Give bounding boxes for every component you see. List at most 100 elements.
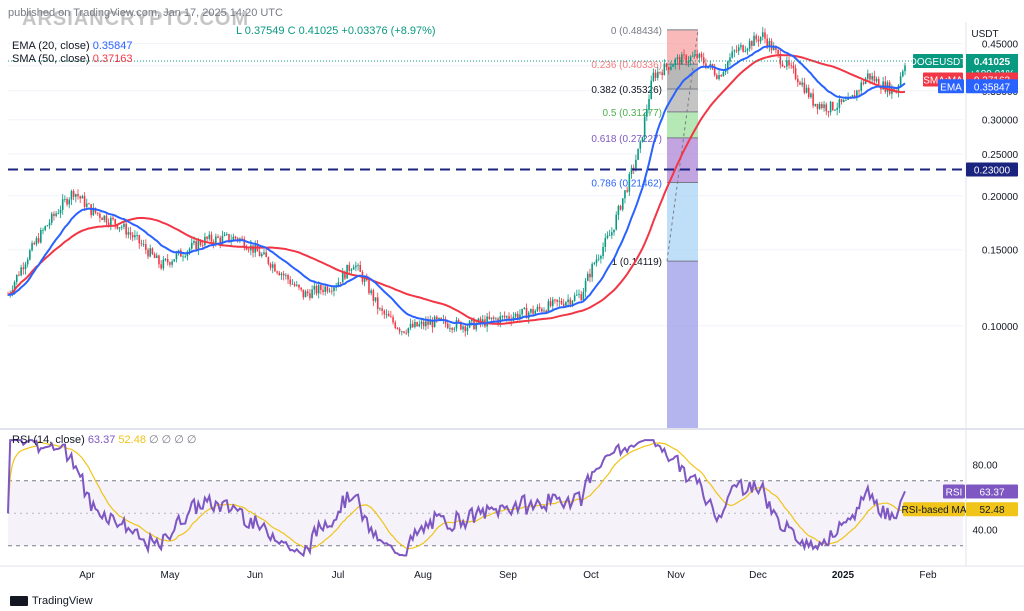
candle-body: [753, 35, 755, 46]
ema-legend[interactable]: EMA (20, close) 0.35847: [12, 40, 132, 52]
candle-body: [766, 38, 768, 47]
candle-body: [280, 273, 283, 276]
candle-body: [700, 53, 703, 58]
rsi-ma-value-tag-bg: [966, 502, 1018, 517]
candle-body: [834, 109, 836, 111]
sma-legend[interactable]: SMA (50, close) 0.37163: [12, 53, 132, 65]
symbol-tag: DOGEUSDT: [910, 57, 967, 68]
candle-body: [816, 103, 819, 109]
candle-body: [118, 227, 121, 229]
candle-body: [770, 40, 773, 51]
candle-body: [392, 317, 394, 323]
candle-body: [716, 75, 718, 79]
candle-body: [291, 283, 294, 285]
y-tick-0.15000: 0.15000: [982, 246, 1019, 257]
candle-body: [845, 99, 847, 101]
candle-body: [293, 283, 296, 286]
sma-50-line: [7, 54, 906, 325]
candle-body: [832, 101, 834, 111]
candle-body: [153, 253, 156, 258]
candle-body: [801, 82, 803, 85]
candle-body: [814, 103, 817, 106]
candle-body: [812, 93, 814, 106]
candle-body: [805, 87, 808, 93]
candle-body: [656, 71, 659, 78]
candle-body: [685, 55, 688, 63]
candle-body: [790, 65, 793, 67]
candle-body: [324, 286, 327, 292]
candle-body: [363, 278, 366, 282]
candle-body: [162, 259, 165, 269]
candle-body: [357, 264, 359, 266]
candle-body: [228, 234, 230, 242]
candle-body: [381, 308, 383, 311]
rsi-legend[interactable]: RSI (14, close) 63.37 52.48 ∅ ∅ ∅ ∅: [12, 433, 197, 446]
candle-body: [313, 285, 316, 290]
candle-body: [221, 235, 224, 243]
candle-body: [359, 264, 362, 272]
candle-body: [140, 243, 143, 245]
candle-body: [558, 300, 561, 302]
candle-body: [188, 248, 191, 252]
candle-body: [315, 285, 318, 294]
candle-body: [88, 203, 90, 205]
candle-body: [425, 321, 427, 327]
candle-body: [530, 308, 532, 313]
published-line: published on TradingView.com, Jan 17, 20…: [8, 7, 283, 19]
candle-body: [236, 238, 239, 240]
rsi-value-tag-bg: [966, 484, 1018, 499]
candle-body: [287, 275, 289, 280]
candle-body: [678, 57, 681, 65]
candle-body: [20, 267, 22, 276]
candle-body: [523, 307, 526, 309]
candle-body: [665, 63, 668, 68]
candle-body: [619, 205, 622, 210]
candle-body: [549, 301, 552, 306]
candle-body: [330, 290, 333, 292]
rsi-legend-value: 63.37: [87, 434, 116, 446]
candle-body: [309, 293, 311, 299]
candle-body: [532, 308, 534, 314]
candle-body: [696, 53, 698, 58]
x-tick-Nov: Nov: [667, 570, 685, 581]
candle-body: [584, 280, 587, 292]
candle-body: [241, 238, 243, 240]
candle-body: [136, 235, 138, 236]
candle-body: [698, 53, 701, 58]
rsi-line: [7, 439, 906, 558]
candle-body: [823, 104, 825, 108]
candle-body: [422, 321, 425, 327]
candle-body: [761, 32, 764, 37]
x-tick-Jul: Jul: [332, 570, 345, 581]
fib-label: 0.382 (0.35326): [591, 85, 662, 96]
candle-body: [197, 241, 200, 250]
candle-body: [339, 282, 342, 284]
candle-body: [55, 213, 57, 216]
x-tick-Feb: Feb: [919, 570, 937, 581]
candle-body: [7, 294, 9, 296]
candle-body: [630, 167, 633, 174]
candle-body: [155, 255, 158, 258]
candle-body: [265, 252, 267, 258]
candle-body: [92, 207, 95, 216]
candle-body: [387, 313, 390, 317]
candle-body: [83, 196, 86, 207]
candle-body: [24, 264, 27, 270]
candle-body: [740, 45, 742, 48]
candle-body: [486, 316, 488, 327]
candle-body: [37, 238, 40, 243]
candle-body: [488, 316, 491, 319]
x-tick-Oct: Oct: [583, 570, 599, 581]
candle-body: [110, 217, 112, 225]
candle-body: [829, 101, 832, 113]
tradingview-brand[interactable]: TradingView: [10, 595, 93, 607]
candle-body: [615, 214, 618, 230]
candle-body: [66, 198, 68, 205]
candle-body: [350, 269, 353, 271]
candle-body: [99, 213, 101, 218]
candle-body: [444, 319, 447, 324]
candle-body: [729, 57, 731, 62]
candle-body: [436, 316, 438, 320]
ohlc-line: L 0.37549 C 0.41025 +0.03376 (+8.97%): [236, 25, 436, 37]
